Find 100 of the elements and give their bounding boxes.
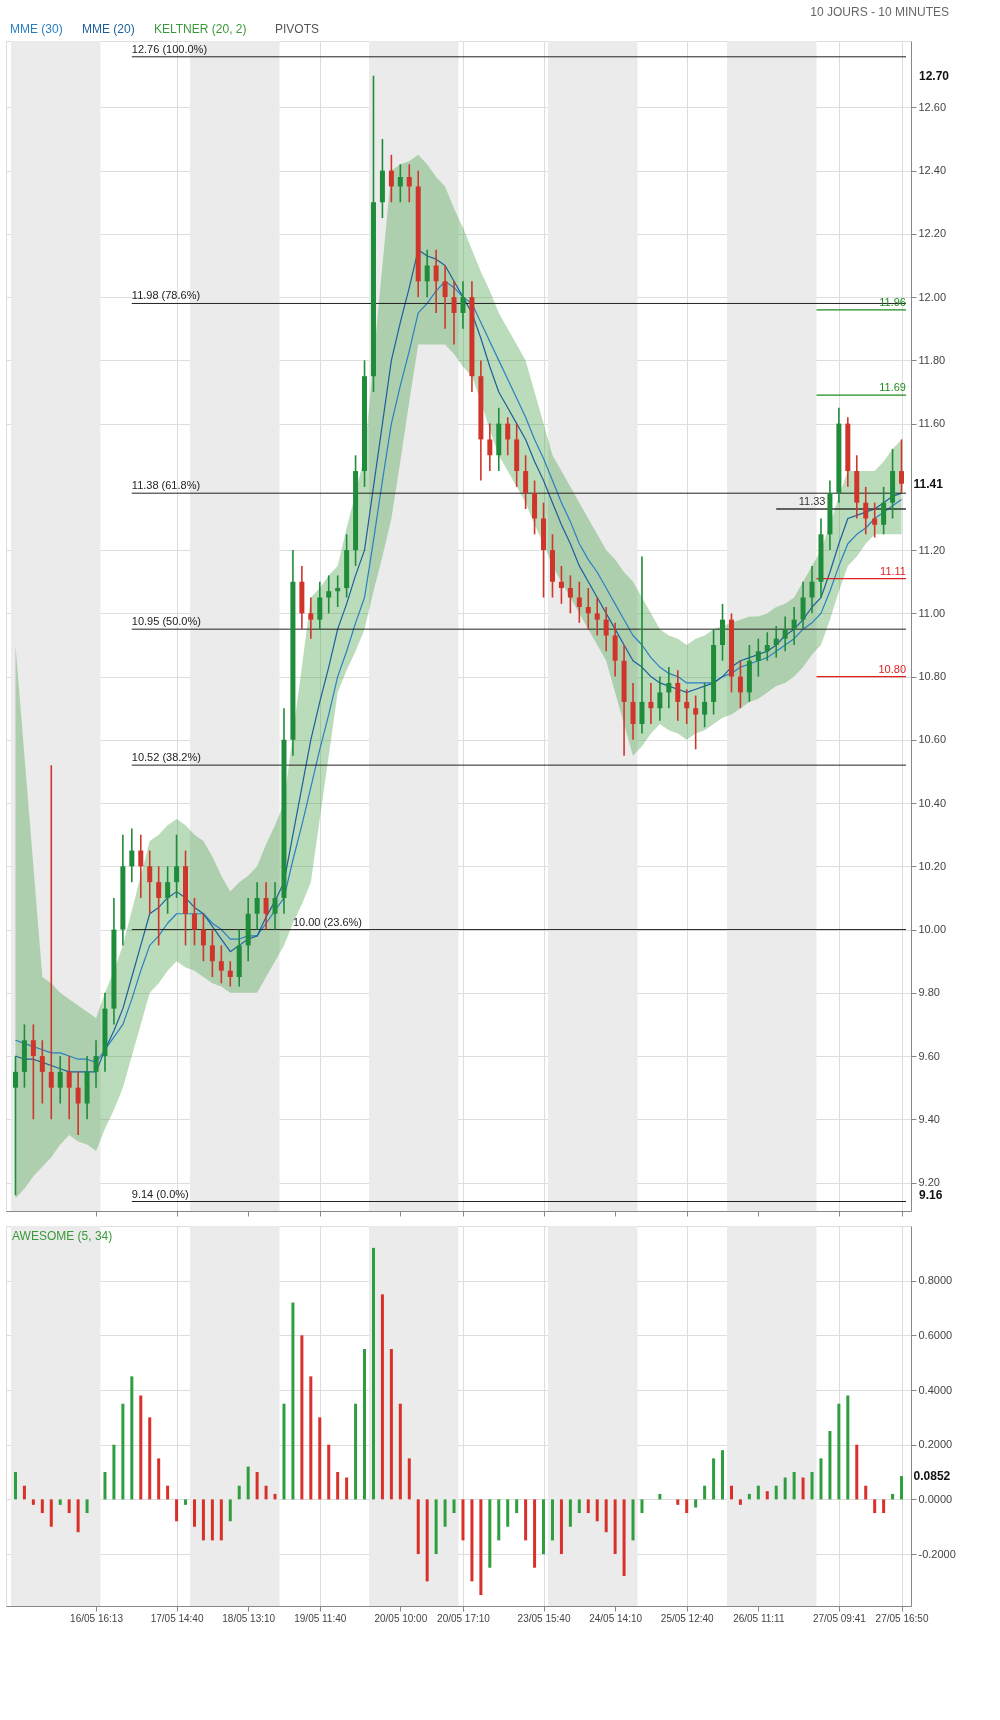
bar <box>738 1499 742 1505</box>
candlestick <box>899 438 905 494</box>
bar <box>264 1485 268 1500</box>
bar <box>255 1472 259 1500</box>
bar <box>604 1499 608 1533</box>
ref-line-label: 11.11 <box>880 564 906 577</box>
candlestick <box>594 596 600 637</box>
bar <box>819 1458 823 1500</box>
bar <box>550 1499 554 1541</box>
bar <box>900 1476 904 1500</box>
bar <box>703 1485 707 1500</box>
bar <box>309 1376 313 1500</box>
bar <box>640 1499 644 1514</box>
chart-title: AWESOME (5, 34) <box>12 1229 113 1243</box>
y-tick-label: 0.6000 <box>918 1328 953 1341</box>
x-tick-label: 26/05 11:11 <box>733 1612 785 1624</box>
y-tick-label: 11.20 <box>918 543 946 556</box>
bar <box>13 1472 17 1500</box>
y-tick-label: 12.40 <box>918 164 947 177</box>
x-tick-label: 25/05 12:40 <box>660 1612 715 1624</box>
bar <box>175 1499 179 1522</box>
bar <box>121 1403 125 1500</box>
bar <box>533 1499 537 1568</box>
bar <box>201 1499 205 1541</box>
candlestick <box>576 580 582 624</box>
candlestick <box>693 694 699 751</box>
bar <box>76 1499 80 1533</box>
candlestick <box>39 1039 45 1105</box>
y-tick-label: 12.20 <box>918 227 947 240</box>
candlestick <box>48 764 54 1121</box>
candlestick <box>433 248 439 314</box>
y-tick-label: 11.80 <box>918 353 946 366</box>
y-tick-label: 9.80 <box>918 986 940 999</box>
candlestick <box>165 865 171 915</box>
bar <box>184 1499 188 1505</box>
y-tick-label: 9.60 <box>918 1049 940 1062</box>
bar <box>524 1499 528 1541</box>
ref-line-label: 11.33 <box>798 495 826 507</box>
text: PIVOTS <box>275 22 320 36</box>
candlestick <box>791 606 797 646</box>
y-tick-label: 11.60 <box>918 417 946 430</box>
chart-title: 10 JOURS - 10 MINUTES <box>810 5 950 19</box>
bar <box>586 1499 590 1514</box>
candlestick <box>263 881 269 931</box>
candlestick <box>218 944 224 985</box>
annotation: 0.0852 <box>913 1469 951 1484</box>
y-tick-label: 0.8000 <box>918 1274 953 1287</box>
bar <box>676 1499 680 1505</box>
bar <box>354 1403 358 1500</box>
text: 9.16 <box>919 1188 943 1202</box>
candlestick <box>737 659 743 710</box>
bar <box>721 1450 725 1500</box>
y-tick-label: 0.0000 <box>918 1492 953 1505</box>
x-tick-label: 20/05 17:10 <box>437 1612 491 1624</box>
bar <box>488 1499 492 1568</box>
bar <box>792 1472 796 1500</box>
candlestick <box>764 631 770 662</box>
candlestick <box>30 1023 36 1121</box>
bar <box>371 1247 375 1500</box>
ref-line-label: 10.95 (50.0%) <box>131 615 201 628</box>
bar <box>380 1294 384 1500</box>
x-tick-label: 16/05 16:13 <box>70 1612 124 1624</box>
ref-line-label: 10.00 (23.6%) <box>292 915 363 928</box>
bar <box>363 1349 367 1500</box>
candlestick <box>388 154 394 204</box>
bar <box>631 1499 635 1541</box>
bar <box>783 1477 787 1500</box>
candlestick <box>872 501 878 539</box>
bar <box>828 1431 832 1500</box>
candlestick <box>200 912 206 962</box>
bar <box>219 1499 223 1541</box>
candlestick <box>451 280 457 346</box>
y-tick-label: 10.20 <box>918 859 947 872</box>
ref-line-label: 10.52 (38.2%) <box>131 751 201 764</box>
candlestick <box>585 587 591 630</box>
y-tick-label: 10.60 <box>918 733 947 746</box>
candlestick <box>809 565 815 615</box>
bar <box>756 1485 760 1500</box>
bar <box>837 1403 841 1500</box>
text: MME (20) <box>82 22 135 36</box>
candlestick <box>191 897 197 947</box>
candlestick <box>666 666 672 710</box>
x-tick-label: 23/05 15:40 <box>517 1612 571 1624</box>
bar <box>577 1499 581 1514</box>
candlestick <box>487 422 493 472</box>
bar <box>425 1499 429 1582</box>
candlestick <box>702 682 708 728</box>
y-tick-label: -0.2000 <box>918 1547 956 1560</box>
bar <box>497 1499 501 1541</box>
bar <box>398 1403 402 1500</box>
bar <box>22 1485 26 1500</box>
bar <box>479 1499 483 1596</box>
bar <box>336 1472 340 1500</box>
bar <box>228 1499 232 1522</box>
bar <box>712 1458 716 1500</box>
candlestick <box>397 163 403 204</box>
candlestick <box>129 827 135 883</box>
y-tick-label: 0.2000 <box>918 1438 953 1451</box>
y-tick-label: 10.80 <box>918 670 947 683</box>
candlestick <box>308 596 314 640</box>
